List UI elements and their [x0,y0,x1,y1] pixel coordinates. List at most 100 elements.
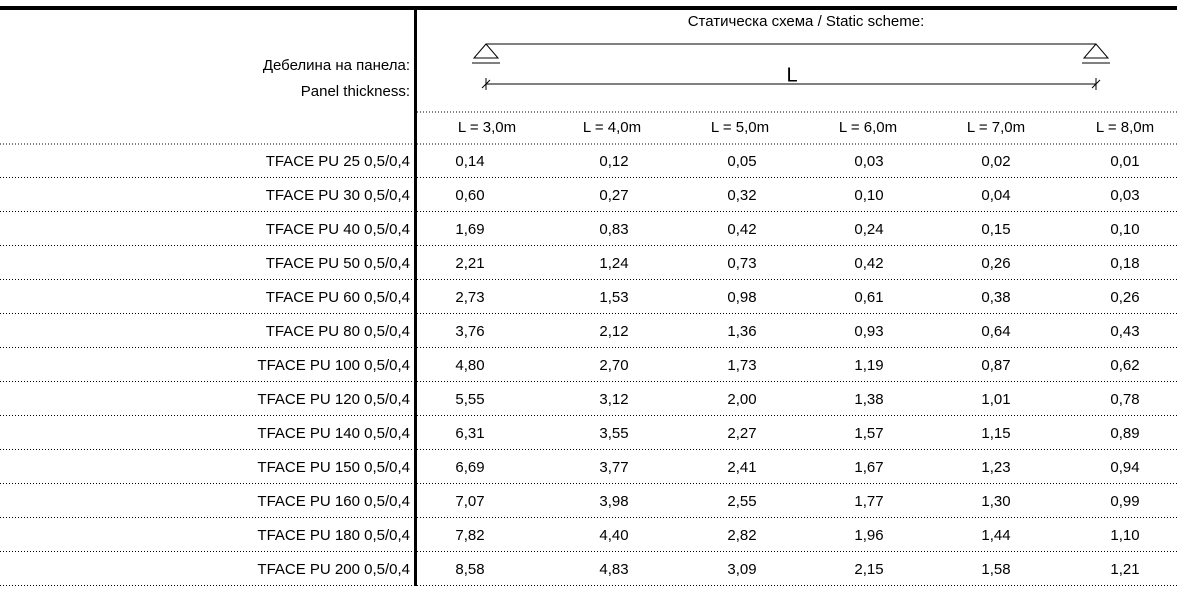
cell: 4,80 [455,357,484,374]
column-header: L = 4,0m [583,119,641,136]
cell: 0,05 [727,153,756,170]
cell: 0,99 [1110,493,1139,510]
span-label: L [786,64,797,86]
cell: 4,83 [599,561,628,578]
cell: 2,21 [455,255,484,272]
scheme-title: Статическа схема / Static scheme: [688,13,925,30]
cell: 1,58 [981,561,1010,578]
cell: 0,98 [727,289,756,306]
cell: 0,14 [455,153,484,170]
row-label: TFACE PU 160 0,5/0,4 [257,493,410,510]
cell: 3,12 [599,391,628,408]
cell: 0,73 [727,255,756,272]
cell: 1,21 [1110,561,1139,578]
row-label: TFACE PU 40 0,5/0,4 [266,221,410,238]
cell: 2,55 [727,493,756,510]
cell: 0,83 [599,221,628,238]
cell: 1,67 [854,459,883,476]
cell: 0,32 [727,187,756,204]
cell: 1,15 [981,425,1010,442]
cell: 1,53 [599,289,628,306]
cell: 1,23 [981,459,1010,476]
cell: 7,07 [455,493,484,510]
cell: 0,93 [854,323,883,340]
column-header: L = 3,0m [458,119,516,136]
cell: 2,73 [455,289,484,306]
cell: 0,26 [1110,289,1139,306]
cell: 0,87 [981,357,1010,374]
cell: 0,01 [1110,153,1139,170]
cell: 3,98 [599,493,628,510]
divider [414,8,417,586]
cell: 2,15 [854,561,883,578]
cell: 0,60 [455,187,484,204]
cell: 3,09 [727,561,756,578]
cell: 0,10 [1110,221,1139,238]
row-label: TFACE PU 80 0,5/0,4 [266,323,410,340]
cell: 7,82 [455,527,484,544]
cell: 5,55 [455,391,484,408]
cell: 0,42 [854,255,883,272]
cell: 1,96 [854,527,883,544]
cell: 0,03 [854,153,883,170]
row-label: TFACE PU 140 0,5/0,4 [257,425,410,442]
thickness-label: Дебелина на панела: [263,57,410,74]
column-header: L = 5,0m [711,119,769,136]
cell: 4,40 [599,527,628,544]
cell: 0,43 [1110,323,1139,340]
row-label: TFACE PU 180 0,5/0,4 [257,527,410,544]
cell: 0,38 [981,289,1010,306]
cell: 0,02 [981,153,1010,170]
cell: 6,31 [455,425,484,442]
cell: 0,27 [599,187,628,204]
cell: 1,30 [981,493,1010,510]
cell: 0,89 [1110,425,1139,442]
row-label: TFACE PU 25 0,5/0,4 [266,153,410,170]
column-header: L = 7,0m [967,119,1025,136]
cell: 1,57 [854,425,883,442]
cell: 0,61 [854,289,883,306]
column-header: L = 8,0m [1096,119,1154,136]
column-header: L = 6,0m [839,119,897,136]
cell: 1,19 [854,357,883,374]
cell: 2,41 [727,459,756,476]
cell: 0,26 [981,255,1010,272]
cell: 3,77 [599,459,628,476]
cell: 1,24 [599,255,628,272]
cell: 0,12 [599,153,628,170]
cell: 0,42 [727,221,756,238]
cell: 0,03 [1110,187,1139,204]
row-label: TFACE PU 200 0,5/0,4 [257,561,410,578]
cell: 1,77 [854,493,883,510]
cell: 0,15 [981,221,1010,238]
cell: 1,01 [981,391,1010,408]
cell: 8,58 [455,561,484,578]
cell: 2,70 [599,357,628,374]
cell: 0,04 [981,187,1010,204]
cell: 0,18 [1110,255,1139,272]
cell: 0,62 [1110,357,1139,374]
top-rule [0,6,1177,10]
cell: 3,76 [455,323,484,340]
cell: 2,82 [727,527,756,544]
cell: 1,10 [1110,527,1139,544]
cell: 1,44 [981,527,1010,544]
cell: 3,55 [599,425,628,442]
thickness-label: Panel thickness: [301,83,410,100]
cell: 1,73 [727,357,756,374]
cell: 2,00 [727,391,756,408]
cell: 0,94 [1110,459,1139,476]
cell: 0,24 [854,221,883,238]
row-label: TFACE PU 60 0,5/0,4 [266,289,410,306]
static-scheme [472,43,1110,90]
cell: 0,10 [854,187,883,204]
row-label: TFACE PU 50 0,5/0,4 [266,255,410,272]
row-label: TFACE PU 150 0,5/0,4 [257,459,410,476]
row-label: TFACE PU 120 0,5/0,4 [257,391,410,408]
row-label: TFACE PU 100 0,5/0,4 [257,357,410,374]
cell: 2,12 [599,323,628,340]
cell: 1,38 [854,391,883,408]
cell: 1,36 [727,323,756,340]
cell: 1,69 [455,221,484,238]
cell: 0,78 [1110,391,1139,408]
